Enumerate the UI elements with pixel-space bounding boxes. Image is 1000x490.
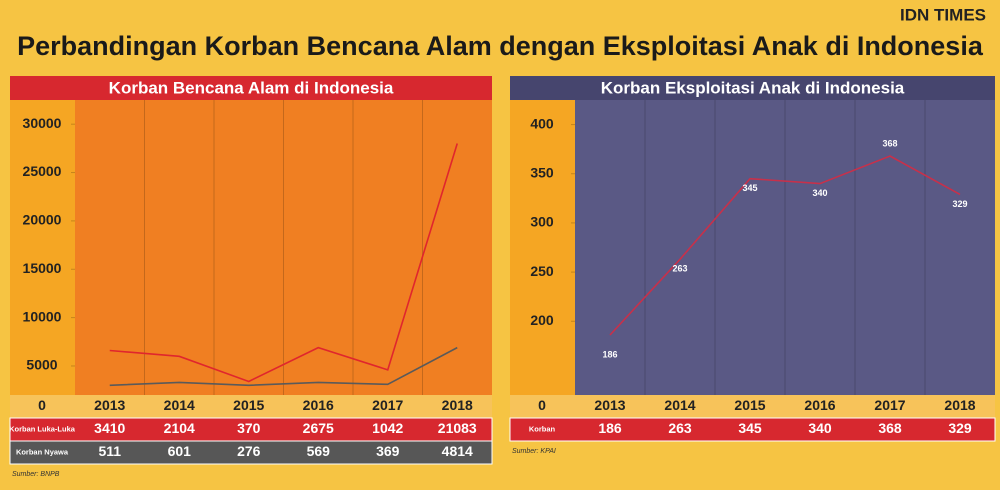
data-label: 329 bbox=[952, 199, 967, 209]
x-tick-label: 2015 bbox=[734, 397, 765, 413]
data-label: 340 bbox=[812, 188, 827, 198]
y-tick-label: 200 bbox=[530, 312, 554, 328]
y-axis-column bbox=[10, 100, 75, 395]
table-row bbox=[9, 440, 493, 465]
y-tick-label: 300 bbox=[530, 214, 554, 230]
y-tick-label: 10000 bbox=[23, 308, 62, 324]
data-label: 263 bbox=[672, 264, 687, 274]
x-tick-label: 2017 bbox=[372, 397, 403, 413]
x-tick-label: 2016 bbox=[303, 397, 334, 413]
source: Sumber: KPAI bbox=[512, 448, 556, 455]
y-tick-label: 0 bbox=[38, 397, 46, 413]
y-tick-label: 25000 bbox=[23, 163, 62, 179]
table-value: 4814 bbox=[442, 443, 473, 459]
y-tick-label: 20000 bbox=[23, 212, 62, 228]
year-row bbox=[10, 395, 492, 418]
y-tick-label: 15000 bbox=[23, 260, 62, 276]
x-tick-label: 2015 bbox=[233, 397, 264, 413]
plot-area bbox=[75, 100, 492, 395]
series-line bbox=[109, 143, 459, 383]
x-tick-label: 2013 bbox=[94, 397, 125, 413]
y-tick-label: 350 bbox=[530, 164, 554, 180]
table-value: 569 bbox=[307, 443, 331, 459]
table-value: 345 bbox=[738, 420, 762, 436]
x-tick-label: 2016 bbox=[804, 397, 835, 413]
plot-area bbox=[575, 100, 995, 395]
panel-header bbox=[10, 76, 492, 100]
table-value: 340 bbox=[808, 420, 832, 436]
panel-title: Korban Eksploitasi Anak di Indonesia bbox=[601, 78, 905, 97]
row-label: Korban Luka-Luka bbox=[9, 424, 76, 433]
table-value: 186 bbox=[598, 420, 622, 436]
panel-title: Korban Bencana Alam di Indonesia bbox=[109, 78, 394, 97]
table-value: 21083 bbox=[438, 420, 477, 436]
y-tick-label: 250 bbox=[530, 263, 554, 279]
x-tick-label: 2014 bbox=[664, 397, 695, 413]
data-label: 345 bbox=[742, 183, 757, 193]
table-value: 3410 bbox=[94, 420, 125, 436]
table-value: 329 bbox=[948, 420, 972, 436]
main-title: Perbandingan Korban Bencana Alam dengan … bbox=[17, 31, 984, 61]
table-value: 263 bbox=[668, 420, 692, 436]
y-tick-label: 30000 bbox=[23, 115, 62, 131]
y-tick-label: 5000 bbox=[26, 357, 57, 373]
table-value: 601 bbox=[168, 443, 192, 459]
x-tick-label: 2018 bbox=[944, 397, 975, 413]
table-value: 369 bbox=[376, 443, 400, 459]
y-tick-label: 400 bbox=[530, 115, 554, 131]
x-tick-label: 2013 bbox=[594, 397, 625, 413]
table-value: 511 bbox=[98, 443, 121, 459]
x-tick-label: 2017 bbox=[874, 397, 905, 413]
table-value: 370 bbox=[237, 420, 261, 436]
table-value: 1042 bbox=[372, 420, 403, 436]
panel-header bbox=[510, 76, 995, 100]
series-line bbox=[609, 155, 961, 336]
y-tick-label: 0 bbox=[538, 397, 546, 413]
data-label: 186 bbox=[602, 349, 617, 359]
table-value: 276 bbox=[237, 443, 261, 459]
year-row bbox=[510, 395, 995, 418]
row-label: Korban bbox=[529, 424, 556, 433]
x-tick-label: 2018 bbox=[442, 397, 473, 413]
table-value: 368 bbox=[878, 420, 902, 436]
table-value: 2104 bbox=[164, 420, 195, 436]
row-label: Korban Nyawa bbox=[16, 447, 69, 456]
table-value: 2675 bbox=[303, 420, 334, 436]
table-row bbox=[509, 417, 996, 442]
brand: IDN TIMES bbox=[900, 5, 986, 24]
series-line bbox=[109, 346, 458, 387]
x-tick-label: 2014 bbox=[164, 397, 195, 413]
y-axis-column bbox=[510, 100, 575, 395]
source: Sumber: BNPB bbox=[12, 471, 60, 478]
data-label: 368 bbox=[882, 138, 897, 148]
